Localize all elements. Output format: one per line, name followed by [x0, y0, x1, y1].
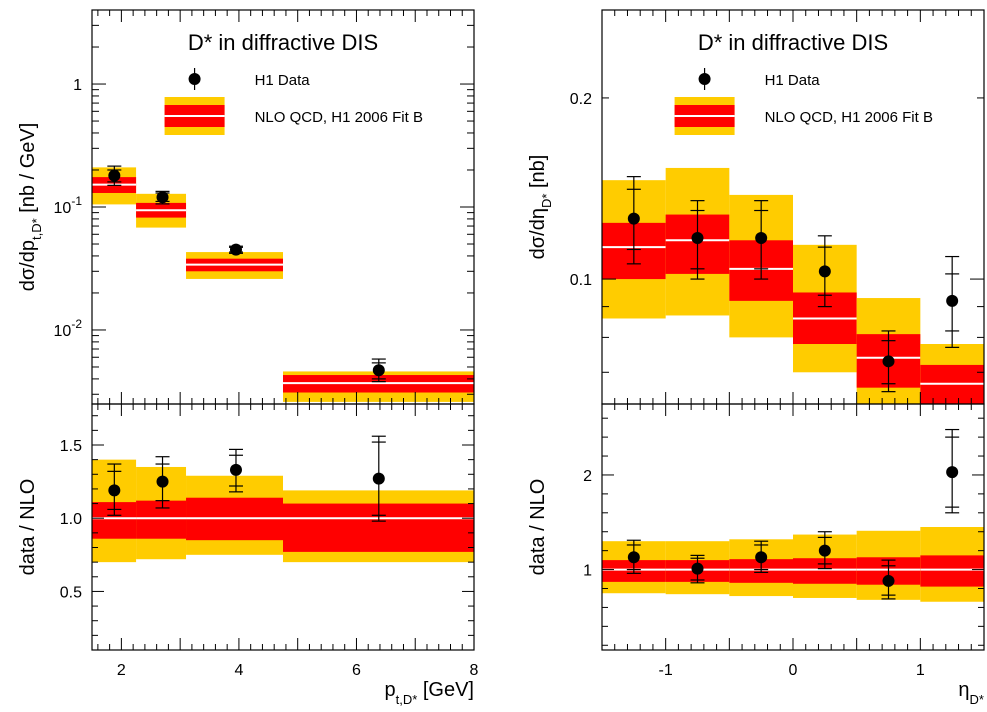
y-axis-title-unit: [nb]: [527, 155, 549, 194]
legend-data-marker: [698, 73, 711, 85]
data-point: [372, 472, 385, 485]
y-tick-label: 0.5: [60, 584, 82, 601]
data-point: [108, 484, 121, 497]
panel-frame: [601, 403, 985, 651]
y-axis-title-unit: [nb / GeV]: [17, 123, 39, 219]
y-tick-label: 0.2: [570, 91, 592, 108]
data-point: [818, 265, 831, 278]
data-point: [372, 364, 385, 377]
panel-bottom-left: 0.5 1.0 1.5 2 4 6 8 data / NLO pt,D* [GeV]: [17, 403, 479, 707]
panel-top-right: 0.2 0.1 D* in diffractive DIS H1 Data NLO QC…: [527, 9, 985, 405]
data-point: [946, 466, 959, 479]
x-axis-title-subscript: D*: [970, 692, 984, 707]
y-axis-title-subscript: t,D*: [29, 218, 44, 240]
data-point: [882, 574, 895, 587]
y-axis-title-subscript: D*: [539, 194, 554, 208]
data-point: [882, 355, 895, 368]
y-tick-exponent: -1: [71, 194, 82, 208]
legend-nlo-label: NLO QCD, H1 2006 Fit B: [255, 109, 423, 126]
y-tick-label: 1: [583, 563, 592, 580]
x-tick-label: -1: [659, 662, 673, 679]
data-point: [755, 232, 768, 245]
y-tick-base: 10: [54, 323, 72, 340]
legend-nlo-label: NLO QCD, H1 2006 Fit B: [765, 109, 933, 126]
y-axis-title-main: dσ/dη: [527, 208, 549, 259]
x-tick-label: 0: [789, 662, 798, 679]
x-axis-title-subscript: t,D*: [396, 692, 418, 707]
y-tick-label: 1.0: [60, 511, 82, 528]
nlo-inner-band: [920, 555, 984, 587]
data-point: [229, 243, 242, 256]
x-tick-label: 2: [117, 662, 126, 679]
plot-area: [92, 165, 474, 402]
legend-data-marker: [188, 73, 201, 85]
data-point: [156, 475, 169, 488]
x-axis-title-unit: [GeV]: [417, 679, 474, 701]
y-tick-base: 10: [54, 200, 72, 217]
data-point: [627, 551, 640, 564]
plot-area: [92, 435, 474, 563]
y-tick-label: 1.5: [60, 438, 82, 455]
y-tick-label: 1: [73, 77, 82, 94]
y-tick-label: 10-2: [54, 317, 83, 340]
plot-area: [602, 428, 984, 602]
data-point: [627, 212, 640, 225]
y-axis-title: data / NLO: [527, 479, 549, 576]
data-point: [691, 232, 704, 245]
x-axis-title: pt,D* [GeV]: [385, 679, 475, 707]
x-axis-title: ηD*: [958, 679, 984, 707]
y-tick-label: 10-1: [54, 194, 83, 217]
y-axis-title-main: dσ/dp: [17, 240, 39, 291]
data-point: [691, 562, 704, 575]
data-point: [946, 294, 959, 307]
nlo-inner-band: [136, 500, 187, 539]
y-axis-title-main: data / NLO: [17, 479, 39, 576]
legend-data-label: H1 Data: [765, 72, 821, 89]
data-point: [818, 544, 831, 557]
x-tick-label: 6: [352, 662, 361, 679]
data-point: [755, 551, 768, 564]
chart-title: D* in diffractive DIS: [698, 30, 888, 55]
data-point: [108, 169, 121, 182]
y-axis-title: dσ/dηD* [nb]: [527, 155, 554, 260]
x-axis-title-main: η: [958, 679, 969, 701]
panel-bottom-right: 1 2 -1 0 1 data / NLO ηD*: [527, 403, 985, 707]
y-axis-title: data / NLO: [17, 479, 39, 576]
panel-frame: [91, 403, 475, 651]
data-point: [156, 191, 169, 204]
y-tick-exponent: -2: [71, 317, 82, 331]
chart-title: D* in diffractive DIS: [188, 30, 378, 55]
y-tick-label: 0.1: [570, 272, 592, 289]
y-axis-title-main: data / NLO: [527, 479, 549, 576]
x-tick-label: 1: [916, 662, 925, 679]
x-tick-label: 8: [470, 662, 479, 679]
y-axis-title: dσ/dpt,D* [nb / GeV]: [17, 123, 44, 292]
legend-data-label: H1 Data: [255, 72, 311, 89]
y-tick-label: 2: [583, 468, 592, 485]
x-tick-label: 4: [234, 662, 243, 679]
x-axis-title-main: p: [385, 679, 396, 701]
data-point: [229, 463, 242, 476]
plot-area: [602, 167, 984, 404]
